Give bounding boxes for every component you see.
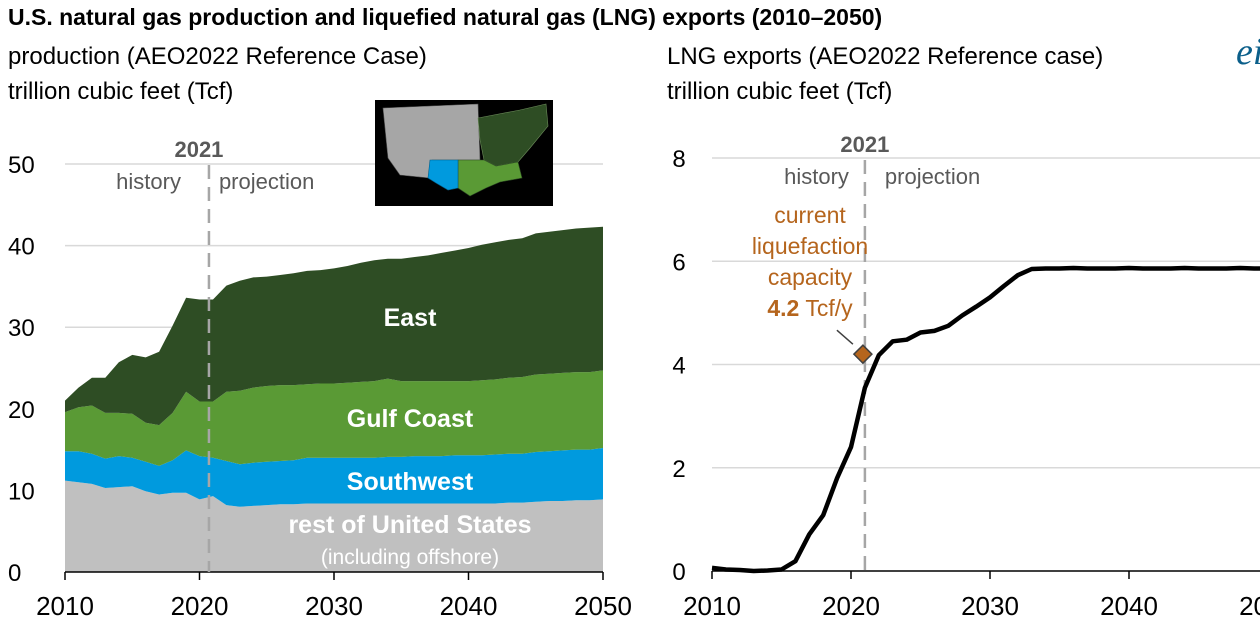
left-chart-units: trillion cubic feet (Tcf) bbox=[8, 78, 234, 105]
area-southwest bbox=[65, 448, 603, 507]
right-history-label: history bbox=[784, 164, 849, 189]
left-x-tick-label: 2050 bbox=[574, 591, 632, 621]
left-x-tick-label: 2010 bbox=[36, 591, 94, 621]
southwest-area-label: Southwest bbox=[347, 468, 474, 496]
capacity-marker bbox=[852, 344, 873, 365]
right-chart-subtitle: LNG exports (AEO2022 Reference case) bbox=[667, 43, 1104, 70]
lng-exports-line bbox=[711, 265, 1260, 574]
right-x-tick-label: 2010 bbox=[683, 591, 741, 621]
inset-map bbox=[375, 100, 553, 206]
capacity-value-unit: Tcf/y bbox=[799, 295, 853, 321]
left-history-label: history bbox=[116, 169, 181, 194]
right-chart-units: trillion cubic feet (Tcf) bbox=[667, 78, 893, 105]
left-x-tick-label: 2030 bbox=[305, 591, 363, 621]
left-chart-subtitle: production (AEO2022 Reference Case) bbox=[8, 43, 427, 70]
left-y-tick-label: 50 bbox=[8, 152, 35, 179]
chart-title: U.S. natural gas production and liquefie… bbox=[8, 4, 883, 30]
right-y-tick-label: 4 bbox=[672, 353, 685, 380]
eia-logo: eia bbox=[1236, 31, 1260, 73]
inset-map-southwest-region bbox=[427, 159, 459, 191]
capacity-annotation-line: capacity bbox=[768, 264, 853, 290]
rest-of-us-area-label: rest of United States bbox=[288, 511, 531, 539]
right-x-tick-label: 2020 bbox=[822, 591, 880, 621]
area-east bbox=[65, 226, 603, 426]
right-y-tick-label: 2 bbox=[672, 456, 685, 483]
capacity-annotation-value: 4.2 Tcf/y bbox=[767, 295, 853, 321]
capacity-value-number: 4.2 bbox=[767, 295, 799, 321]
left-y-tick-label: 10 bbox=[8, 478, 35, 505]
left-y-tick-label: 20 bbox=[8, 397, 35, 424]
area-gulf-coast bbox=[65, 370, 603, 466]
right-y-tick-label: 0 bbox=[672, 559, 685, 586]
capacity-annotation-line: current bbox=[774, 202, 846, 228]
capacity-leader-line bbox=[836, 329, 854, 345]
right-divider-year-label: 2021 bbox=[840, 132, 889, 157]
left-projection-label: projection bbox=[219, 169, 314, 194]
right-y-tick-label: 6 bbox=[672, 249, 685, 276]
right-projection-label: projection bbox=[885, 164, 980, 189]
capacity-annotation-line: liquefaction bbox=[752, 233, 868, 259]
rest-of-us-note-label: (including offshore) bbox=[321, 546, 499, 569]
left-x-tick-label: 2020 bbox=[171, 591, 229, 621]
left-y-tick-label: 0 bbox=[8, 560, 21, 587]
left-y-tick-label: 30 bbox=[8, 315, 35, 342]
inset-map-east-region bbox=[477, 103, 549, 167]
east-area-label: East bbox=[384, 304, 437, 332]
right-x-tick-label: 2050 bbox=[1239, 591, 1260, 621]
left-x-tick-label: 2040 bbox=[440, 591, 498, 621]
right-x-tick-label: 2030 bbox=[961, 591, 1019, 621]
inset-map-gulf-coast-region bbox=[457, 159, 523, 197]
left-y-tick-label: 40 bbox=[8, 234, 35, 261]
area-rest-of-united-states bbox=[65, 480, 603, 572]
gulf-coast-area-label: Gulf Coast bbox=[347, 405, 474, 433]
right-y-tick-label: 8 bbox=[672, 146, 685, 173]
right-x-tick-label: 2040 bbox=[1100, 591, 1158, 621]
left-divider-year-label: 2021 bbox=[174, 137, 223, 162]
